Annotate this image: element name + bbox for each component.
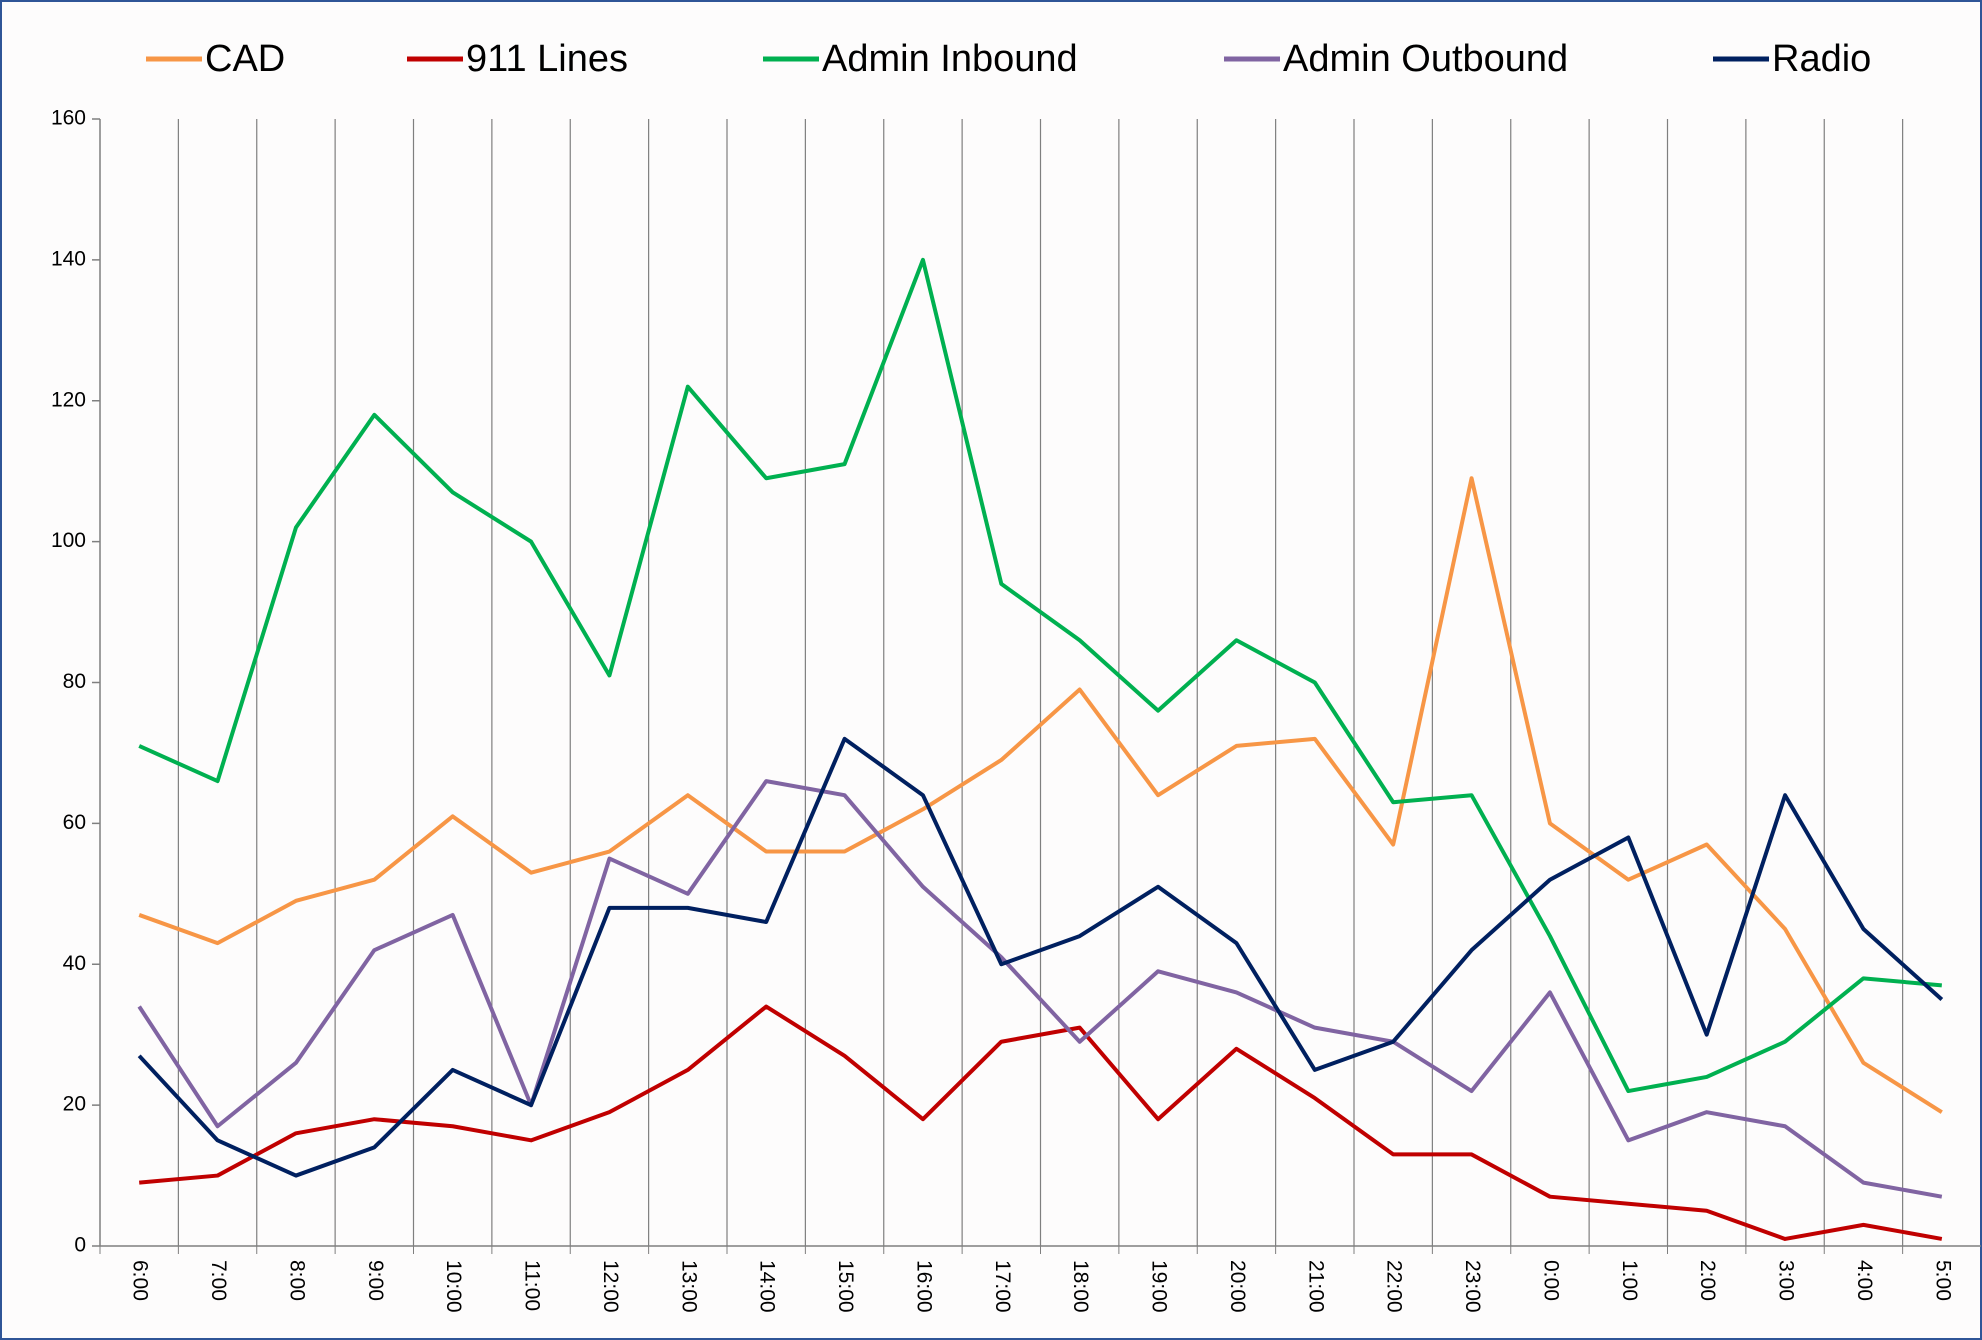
x-tick-label: 22:00 — [1383, 1260, 1406, 1313]
x-tick-label: 8:00 — [285, 1260, 308, 1301]
series-line — [138, 257, 1942, 1094]
x-tick-label: 9:00 — [364, 1260, 387, 1301]
legend-label: Radio — [1772, 38, 1871, 80]
x-tick-label: 4:00 — [1853, 1260, 1876, 1301]
x-tick-label: 1:00 — [1618, 1260, 1641, 1301]
x-tick-label: 19:00 — [1148, 1260, 1171, 1313]
x-tick-label: 6:00 — [129, 1260, 152, 1301]
x-tick-label: 12:00 — [599, 1260, 622, 1313]
x-tick-label: 16:00 — [912, 1260, 935, 1313]
y-tick-label: 160 — [51, 107, 86, 130]
x-tick-label: 15:00 — [834, 1260, 857, 1313]
x-tick-label: 0:00 — [1539, 1260, 1562, 1301]
x-tick-label: 3:00 — [1775, 1260, 1798, 1301]
x-tick-label: 14:00 — [756, 1260, 779, 1313]
series-line — [139, 1004, 1943, 1241]
x-tick-label: 18:00 — [1069, 1260, 1092, 1313]
legend-label: Admin Inbound — [822, 38, 1078, 80]
y-tick-label: 20 — [63, 1093, 86, 1116]
x-tick-label: 17:00 — [991, 1260, 1014, 1313]
x-tick-label: 11:00 — [521, 1260, 544, 1311]
x-tick-label: 21:00 — [1304, 1260, 1327, 1313]
x-tick-label: 5:00 — [1931, 1260, 1954, 1301]
y-tick-label: 120 — [51, 388, 86, 411]
x-tick-label: 13:00 — [677, 1260, 700, 1313]
x-tick-label: 20:00 — [1226, 1260, 1249, 1313]
x-tick-label: 7:00 — [207, 1260, 230, 1301]
y-tick-label: 60 — [63, 811, 86, 834]
y-tick-label: 0 — [74, 1234, 86, 1257]
x-tick-label: 2:00 — [1696, 1260, 1719, 1301]
legend-label: 911 Lines — [466, 38, 628, 80]
y-tick-label: 100 — [51, 529, 86, 552]
series-line — [137, 736, 1944, 1178]
y-tick-label: 140 — [51, 247, 86, 270]
legend-label: CAD — [205, 38, 285, 80]
x-tick-label: 23:00 — [1461, 1260, 1484, 1313]
legend-label: Admin Outbound — [1283, 38, 1568, 80]
x-tick-label: 10:00 — [442, 1260, 465, 1313]
y-tick-label: 40 — [63, 952, 86, 975]
series-line — [137, 779, 1943, 1199]
y-tick-label: 80 — [63, 670, 86, 693]
